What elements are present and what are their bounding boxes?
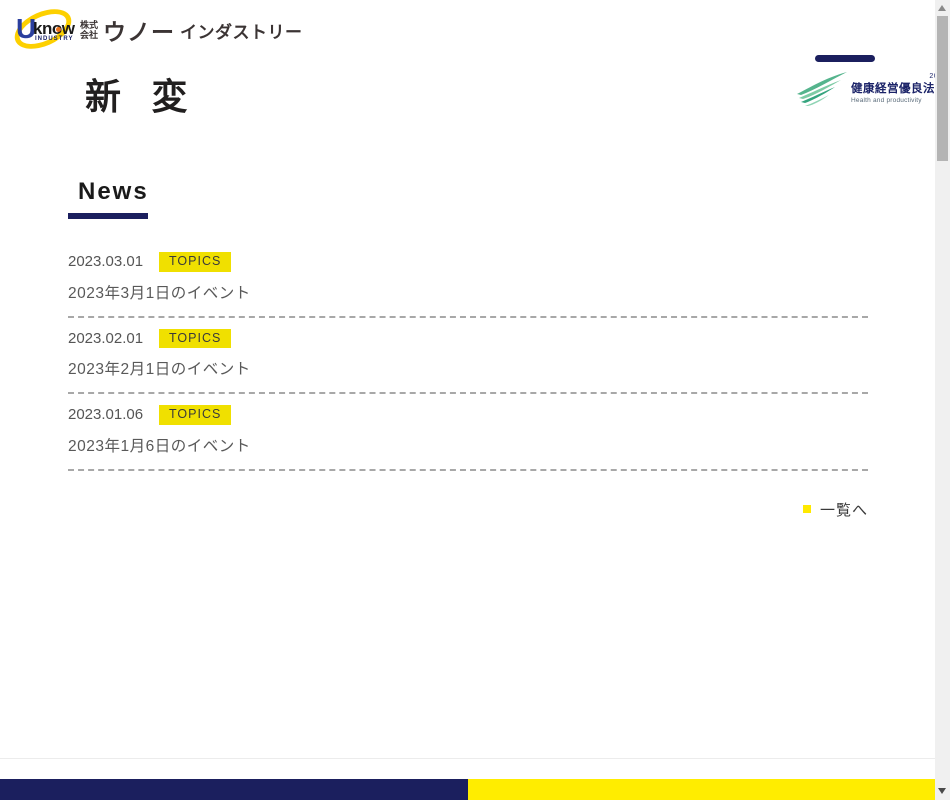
cert-text-block: 2022 健康経営優良法人 Health and productivity bbox=[851, 73, 947, 104]
news-list: 2023.03.01 TOPICS 2023年3月1日のイベント 2023.02… bbox=[68, 241, 868, 471]
news-more-label: 一覧へ bbox=[819, 501, 868, 519]
news-item-title[interactable]: 2023年3月1日のイベント bbox=[68, 284, 251, 302]
news-tag-badge: TOPICS bbox=[159, 252, 232, 272]
logo-compass-dot-icon bbox=[56, 27, 61, 32]
scrollbar-up-arrow-icon[interactable] bbox=[938, 5, 946, 11]
news-item[interactable]: 2023.03.01 TOPICS 2023年3月1日のイベント bbox=[68, 241, 868, 318]
scrollbar-down-arrow-icon[interactable] bbox=[938, 788, 946, 794]
company-prefix-bottom: 会社 bbox=[80, 30, 99, 40]
health-certification-badge: 2022 健康経営優良法人 Health and productivity bbox=[795, 68, 947, 108]
news-item-meta: 2023.02.01 TOPICS bbox=[68, 328, 868, 348]
news-item-meta: 2023.01.06 TOPICS bbox=[68, 405, 868, 425]
company-name-main: ウノー bbox=[103, 19, 176, 45]
vertical-scrollbar[interactable] bbox=[935, 0, 950, 800]
logo-word-industry: INDUSTRY bbox=[35, 36, 74, 42]
company-prefix-top: 株式 bbox=[80, 19, 99, 30]
news-date: 2023.01.06 bbox=[68, 406, 144, 424]
footer-divider bbox=[0, 758, 935, 759]
news-item-title[interactable]: 2023年1月6日のイベント bbox=[68, 437, 251, 455]
green-wing-icon bbox=[797, 72, 847, 106]
company-prefix: 株式 会社 bbox=[80, 20, 98, 41]
news-item[interactable]: 2023.01.06 TOPICS 2023年1月6日のイベント bbox=[68, 394, 868, 471]
footer-navy-bar bbox=[0, 779, 468, 800]
cert-title: 健康経営優良法人 bbox=[851, 80, 947, 95]
news-more-link[interactable]: 一覧へ bbox=[68, 499, 868, 520]
logo-word-know: know bbox=[33, 19, 75, 38]
news-date: 2023.03.01 bbox=[68, 253, 144, 271]
hero-title: 新 変 bbox=[85, 76, 197, 118]
cert-year: 2022 bbox=[851, 73, 947, 80]
news-item-meta: 2023.03.01 TOPICS bbox=[68, 252, 868, 272]
news-tag-badge: TOPICS bbox=[159, 405, 232, 425]
uknow-logo-icon: U know INDUSTRY bbox=[8, 1, 80, 57]
news-heading-underline bbox=[68, 213, 148, 219]
cert-subtitle: Health and productivity bbox=[851, 96, 922, 104]
news-heading: News bbox=[78, 178, 149, 205]
news-item-title[interactable]: 2023年2月1日のイベント bbox=[68, 361, 251, 378]
navy-pill-decoration bbox=[815, 55, 875, 62]
news-section: News 2023.03.01 TOPICS 2023年3月1日のイベント 20… bbox=[68, 178, 868, 520]
news-date: 2023.02.01 bbox=[68, 329, 144, 347]
news-tag-badge: TOPICS bbox=[159, 328, 232, 348]
company-name-suffix: インダストリー bbox=[180, 22, 303, 42]
yellow-square-bullet-icon bbox=[802, 505, 811, 513]
footer-yellow-bar bbox=[468, 779, 935, 800]
company-name: 株式 会社 ウノー インダストリー bbox=[80, 13, 303, 47]
certification-area: 2022 健康経営優良法人 Health and productivity bbox=[795, 55, 947, 108]
news-item[interactable]: 2023.02.01 TOPICS 2023年2月1日のイベント bbox=[68, 318, 868, 394]
logo-letter-u: U bbox=[16, 13, 37, 44]
scrollbar-thumb[interactable] bbox=[937, 16, 948, 161]
site-logo[interactable]: U know INDUSTRY 株式 会社 ウノー インダストリー bbox=[8, 1, 302, 57]
